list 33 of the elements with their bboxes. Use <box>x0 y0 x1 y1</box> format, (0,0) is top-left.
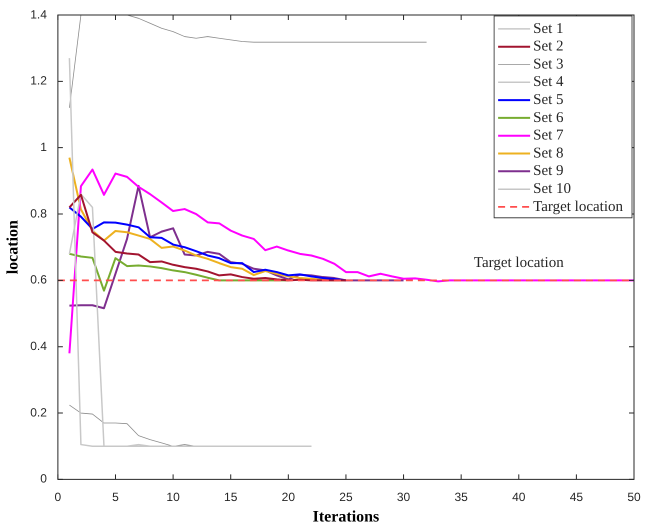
x-tick-label: 50 <box>627 490 641 504</box>
legend-label: Target location <box>533 198 624 215</box>
y-tick-label: 0.2 <box>30 405 48 420</box>
y-tick-label: 1 <box>40 140 48 154</box>
x-tick-label: 15 <box>224 490 238 504</box>
x-tick-label: 35 <box>454 490 468 504</box>
legend-label: Set 9 <box>533 163 564 180</box>
legend-label: Set 6 <box>533 110 564 126</box>
legend-label: Set 8 <box>533 145 564 162</box>
x-tick-label: 45 <box>570 490 584 504</box>
y-axis-title: location <box>4 220 22 274</box>
x-axis-title: Iterations <box>312 508 380 526</box>
legend-label: Set 3 <box>533 56 564 72</box>
y-tick-label: 0.4 <box>30 339 48 354</box>
y-tick-label: 0.8 <box>30 206 48 220</box>
x-tick-label: 10 <box>166 490 180 504</box>
legend-label: Set 5 <box>533 92 564 108</box>
x-tick-label: 20 <box>282 490 296 504</box>
legend-label: Set 1 <box>533 20 564 37</box>
y-tick-label: 0 <box>40 472 48 486</box>
y-tick-label: 0.6 <box>30 272 48 287</box>
annotation: Target location <box>474 254 564 271</box>
x-tick-label: 40 <box>512 490 526 504</box>
legend-label: Set 2 <box>533 38 564 55</box>
legend-label: Set 4 <box>533 74 564 90</box>
y-tick-label: 1.4 <box>30 7 48 22</box>
x-tick-label: 0 <box>54 490 62 504</box>
x-tick-label: 25 <box>339 490 353 504</box>
x-tick-label: 5 <box>112 490 120 504</box>
y-tick-label: 1.2 <box>30 74 48 88</box>
legend-label: Set 10 <box>533 181 572 198</box>
x-tick-label: 30 <box>396 490 411 504</box>
legend-label: Set 7 <box>533 128 564 144</box>
